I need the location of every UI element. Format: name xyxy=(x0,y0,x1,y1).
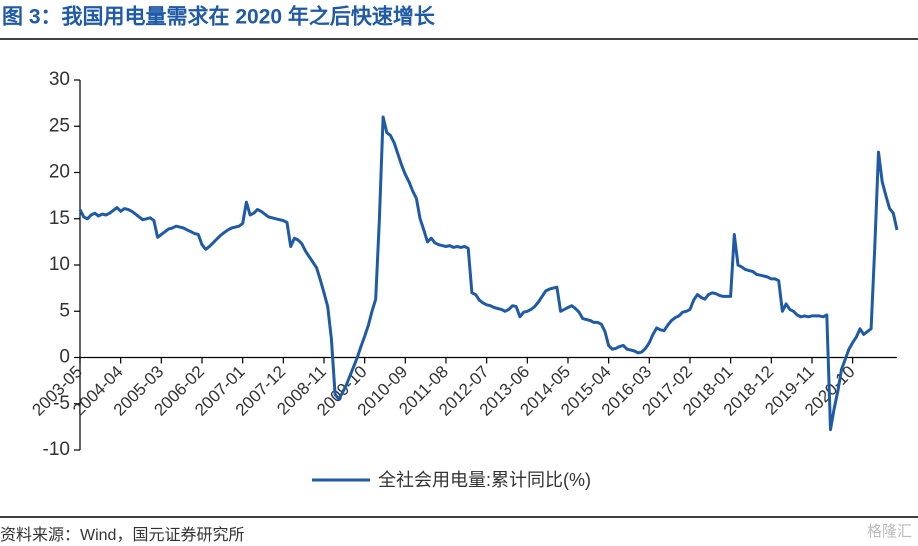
y-tick-label: -5 xyxy=(53,393,70,414)
legend-label: 全社会用电量:累计同比(%) xyxy=(378,470,591,490)
y-tick-label: 20 xyxy=(49,162,70,183)
chart-title: 图 3：我国用电量需求在 2020 年之后快速增长 xyxy=(2,5,436,29)
y-tick-label: 15 xyxy=(49,208,70,229)
series-line xyxy=(78,115,899,432)
y-tick-label: 0 xyxy=(59,347,70,368)
y-tick-label: 25 xyxy=(49,115,70,136)
y-tick-label: 5 xyxy=(59,300,70,321)
y-tick-label: 30 xyxy=(49,69,70,90)
watermark: 格隆汇 xyxy=(867,523,912,540)
source: 资料来源：Wind，国元证券研究所 xyxy=(0,526,244,544)
y-tick-label: 10 xyxy=(49,254,70,275)
y-tick-label: -10 xyxy=(43,439,70,460)
